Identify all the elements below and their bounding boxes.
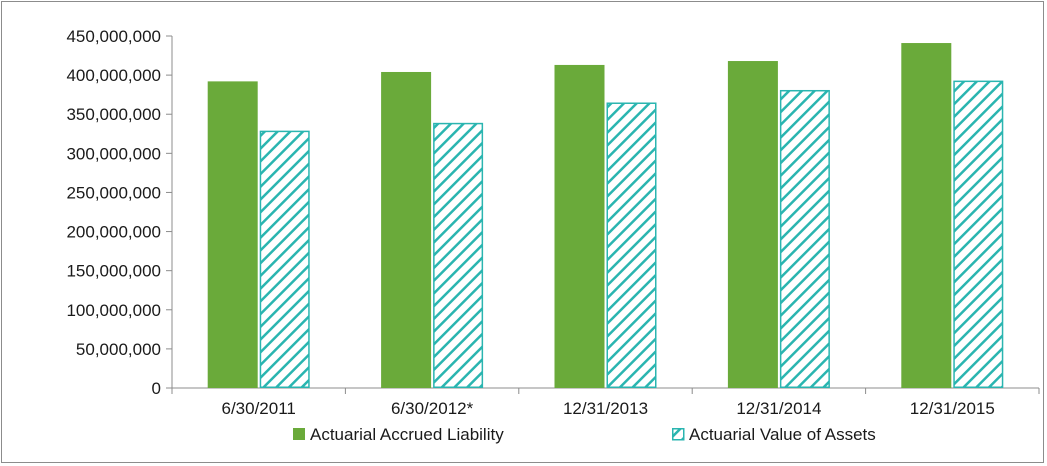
bars: [207, 43, 1004, 389]
legend: Actuarial Accrued Liability Actuarial Val…: [293, 425, 876, 444]
y-axis: 0 50,000,000 100,000,000 150,000,000 200,000…: [66, 27, 173, 398]
x-tick-label: 12/31/2013: [563, 399, 648, 418]
legend-swatch-assets: [672, 428, 685, 441]
bar-assets: [433, 122, 484, 389]
x-tick-label: 12/31/2014: [736, 399, 821, 418]
x-tick-label: 6/30/2011: [222, 399, 296, 418]
bar-liability: [207, 81, 258, 388]
bar-liability: [554, 64, 605, 388]
x-tick-label: 6/30/2012*: [391, 399, 474, 418]
y-tick-label: 100,000,000: [66, 301, 161, 320]
bar-assets: [779, 89, 830, 389]
y-tick-label: 50,000,000: [76, 340, 161, 359]
bar-liability: [381, 71, 432, 388]
y-tick-label: 400,000,000: [66, 66, 161, 85]
y-tick-label: 300,000,000: [66, 144, 161, 163]
bar-assets: [953, 80, 1004, 388]
bar-assets: [606, 102, 657, 388]
y-tick-label: 450,000,000: [66, 27, 161, 46]
legend-swatch-liability: [293, 428, 305, 440]
y-tick-label: 350,000,000: [66, 105, 161, 124]
bar-liability: [901, 43, 952, 388]
x-axis: 6/30/2011 6/30/2012* 12/31/2013 12/31/2014 1…: [171, 387, 1040, 418]
y-tick-label: 200,000,000: [66, 223, 161, 242]
bar-liability: [727, 61, 778, 388]
legend-label: Actuarial Accrued Liability: [310, 425, 504, 444]
x-tick-label: 12/31/2015: [910, 399, 995, 418]
y-tick-label: 250,000,000: [66, 183, 161, 202]
legend-label: Actuarial Value of Assets: [689, 425, 876, 444]
bar-assets: [259, 130, 310, 388]
y-tick-label: 150,000,000: [66, 262, 161, 281]
y-tick-label: 0: [152, 379, 161, 398]
